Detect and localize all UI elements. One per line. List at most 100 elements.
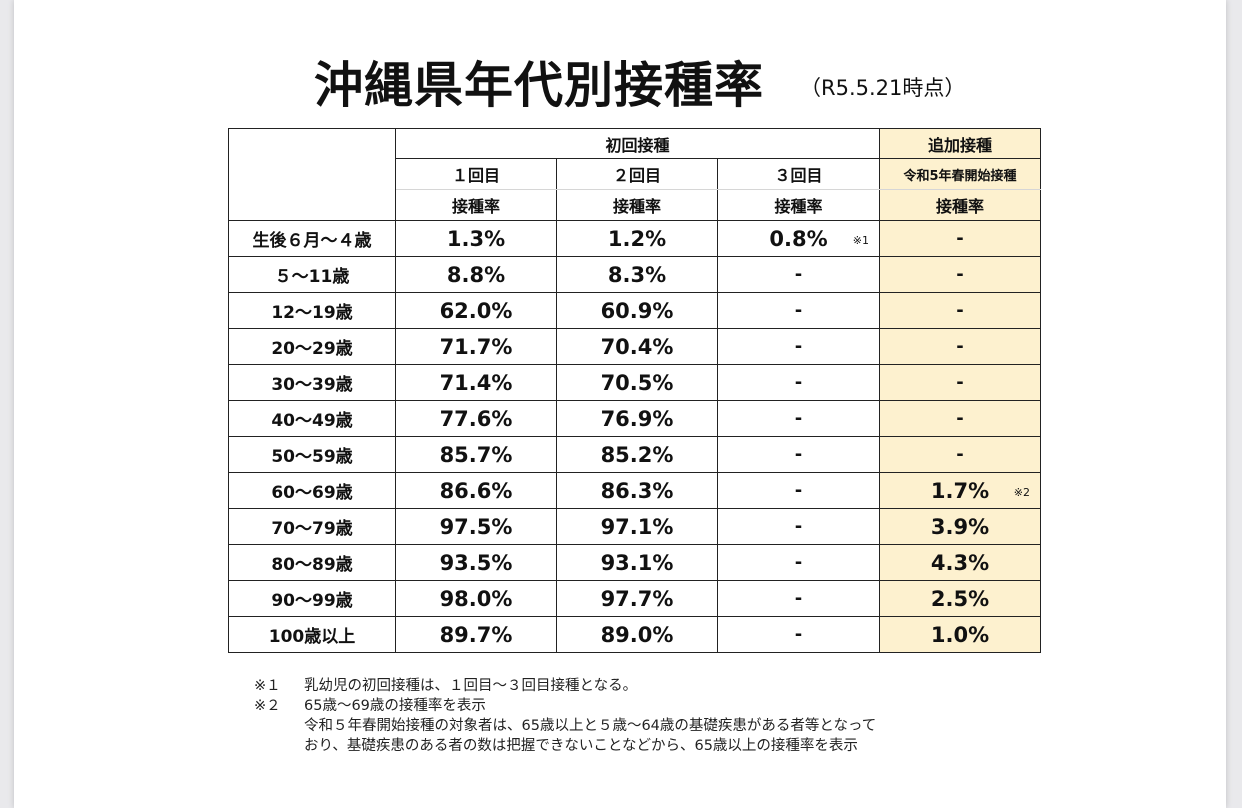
dose-1-cell-value: 62.0%: [439, 298, 513, 323]
booster-cell: -: [879, 436, 1041, 473]
booster-cell-value: 1.0%: [930, 622, 990, 647]
age-cell-value: ５～11歳: [274, 267, 350, 287]
age-cell-value: 12～19歳: [271, 303, 353, 323]
age-cell-value: 60～69歳: [271, 483, 353, 503]
dose-1-cell-value: 86.6%: [439, 478, 513, 503]
dose-3-cell-value: -: [794, 624, 803, 645]
dose-2-cell: 89.0%: [556, 616, 718, 653]
header-rate-2: 接種率: [556, 189, 718, 221]
header-rate-3: 接種率: [717, 189, 880, 221]
dose-1-cell-value: 85.7%: [439, 442, 513, 467]
booster-cell-value: -: [956, 444, 964, 465]
dose-3-cell: -: [717, 364, 880, 401]
dose-3-cell-value: -: [794, 372, 803, 393]
booster-cell: -: [879, 328, 1041, 365]
dose-2-cell: 93.1%: [556, 544, 718, 581]
booster-cell-value: -: [956, 372, 964, 393]
dose-1-cell-value: 71.4%: [439, 370, 513, 395]
dose-3-cell: -: [717, 544, 880, 581]
dose-3-cell: -: [717, 472, 880, 509]
dose-2-cell-value: 97.7%: [600, 586, 674, 611]
dose-3-cell: -: [717, 400, 880, 437]
dose-3-cell: -: [717, 436, 880, 473]
dose-3-cell-value: -: [794, 444, 803, 465]
dose-2-cell: 97.1%: [556, 508, 718, 545]
header-booster-sub: 令和5年春開始接種: [879, 158, 1041, 190]
footnote: ※２ 65歳～69歳の接種率を表示 令和５年春開始接種の対象者は、65歳以上と５歳～…: [254, 696, 876, 756]
dose-3-cell-value: -: [794, 336, 803, 357]
booster-cell: -: [879, 220, 1041, 257]
table-row: ５～11歳 8.8% 8.3% - -: [228, 256, 1041, 293]
dose-3-cell-value: -: [794, 480, 803, 501]
dose-2-cell-value: 1.2%: [607, 226, 667, 251]
page-title: 沖縄県年代別接種率: [314, 57, 765, 114]
booster-cell-value: -: [956, 228, 964, 249]
dose-2-cell-value: 76.9%: [600, 406, 674, 431]
booster-cell: -: [879, 400, 1041, 437]
dose-2-cell-value: 70.4%: [600, 334, 674, 359]
table-row: 60～69歳 86.6% 86.3% - 1.7% ※2: [228, 472, 1041, 509]
age-cell-value: 30～39歳: [271, 375, 353, 395]
dose-2-cell: 76.9%: [556, 400, 718, 437]
age-cell-value: 生後６月～４歳: [252, 231, 372, 251]
table-row: 50～59歳 85.7% 85.2% - -: [228, 436, 1041, 473]
booster-cell: -: [879, 364, 1041, 401]
age-cell: 30～39歳: [228, 364, 396, 401]
dose-1-cell: 85.7%: [395, 436, 557, 473]
header-rate-booster: 接種率: [879, 189, 1041, 221]
dose-2-cell: 1.2%: [556, 220, 718, 257]
footnotes: ※１ 乳幼児の初回接種は、１回目～３回目接種となる。 ※２ 65歳～69歳の接種率を表…: [254, 676, 876, 756]
dose-1-cell-value: 97.5%: [439, 514, 513, 539]
age-cell-value: 90～99歳: [271, 591, 353, 611]
table-row: 20～29歳 71.7% 70.4% - -: [228, 328, 1041, 365]
dose-1-cell: 89.7%: [395, 616, 557, 653]
age-cell: 90～99歳: [228, 580, 396, 617]
dose-2-cell-value: 70.5%: [600, 370, 674, 395]
dose-3-cell: -: [717, 616, 880, 653]
dose-2-cell-value: 97.1%: [600, 514, 674, 539]
booster-cell: -: [879, 292, 1041, 329]
age-cell-value: 100歳以上: [268, 627, 356, 647]
dose-2-cell: 70.5%: [556, 364, 718, 401]
dose-3-cell: -: [717, 508, 880, 545]
dose-1-cell: 98.0%: [395, 580, 557, 617]
booster-cell-value: 3.9%: [930, 514, 990, 539]
age-cell: 12～19歳: [228, 292, 396, 329]
booster-cell-value: 4.3%: [930, 550, 990, 575]
table-row: 12～19歳 62.0% 60.9% - -: [228, 292, 1041, 329]
dose-2-cell: 86.3%: [556, 472, 718, 509]
dose-3-cell-value: -: [794, 552, 803, 573]
age-cell-value: 40～49歳: [271, 411, 353, 431]
dose-1-cell: 71.7%: [395, 328, 557, 365]
table-row: 80～89歳 93.5% 93.1% - 4.3%: [228, 544, 1041, 581]
header-dose-2: ２回目: [556, 158, 718, 190]
dose-2-cell: 8.3%: [556, 256, 718, 293]
age-cell: 70～79歳: [228, 508, 396, 545]
dose-1-cell: 77.6%: [395, 400, 557, 437]
booster-cell: 2.5%: [879, 580, 1041, 617]
dose-1-cell: 8.8%: [395, 256, 557, 293]
dose-1-cell-value: 1.3%: [446, 226, 506, 251]
footnote-line: 令和５年春開始接種の対象者は、65歳以上と５歳～64歳の基礎疾患がある者等となっ…: [304, 718, 877, 734]
footnote-key: ※１: [254, 678, 281, 694]
age-cell-value: 80～89歳: [271, 555, 353, 575]
table-row: 30～39歳 71.4% 70.5% - -: [228, 364, 1041, 401]
booster-cell-value: -: [956, 336, 964, 357]
table-row: 70～79歳 97.5% 97.1% - 3.9%: [228, 508, 1041, 545]
document-page: 沖縄県年代別接種率 （R5.5.21時点） 初回接種 追加接種 １回目 ２回目 …: [14, 0, 1226, 808]
dose-3-cell: -: [717, 256, 880, 293]
dose-1-cell: 62.0%: [395, 292, 557, 329]
dose-1-cell: 71.4%: [395, 364, 557, 401]
booster-cell: 4.3%: [879, 544, 1041, 581]
dose-1-cell: 86.6%: [395, 472, 557, 509]
dose-3-cell: -: [717, 580, 880, 617]
table-row: 100歳以上 89.7% 89.0% - 1.0%: [228, 616, 1041, 653]
dose-2-cell-value: 60.9%: [600, 298, 674, 323]
footnote-line: 65歳～69歳の接種率を表示: [304, 698, 486, 714]
dose-1-cell-value: 98.0%: [439, 586, 513, 611]
vaccination-rate-table: 初回接種 追加接種 １回目 ２回目 ３回目 令和5年春開始接種 接種率 接種率 …: [228, 128, 1041, 653]
age-cell: 100歳以上: [228, 616, 396, 653]
age-cell: 生後６月～４歳: [228, 220, 396, 257]
footnote-line: 乳幼児の初回接種は、１回目～３回目接種となる。: [304, 678, 638, 694]
dose-3-cell-value: -: [794, 408, 803, 429]
